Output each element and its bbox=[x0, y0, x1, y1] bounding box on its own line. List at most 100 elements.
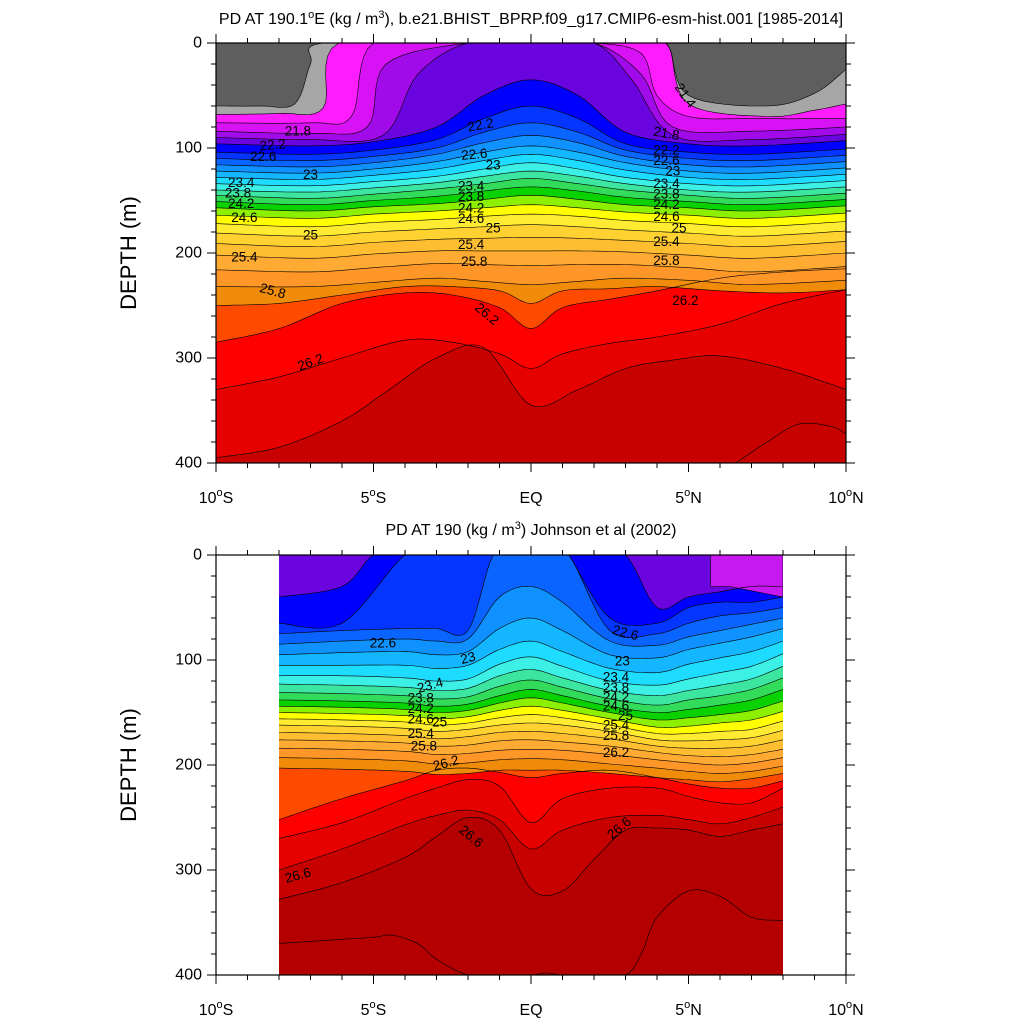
contour-label: 25.8 bbox=[603, 728, 629, 743]
contour-label: 23 bbox=[303, 167, 318, 182]
contour-label: 26.2 bbox=[431, 752, 460, 773]
contour-line-26-4 bbox=[278, 806, 784, 871]
contour-label: 21.8 bbox=[285, 124, 311, 139]
contour-label: 25.8 bbox=[653, 253, 679, 268]
contour-line-24-4 bbox=[216, 194, 846, 212]
contour-label: 24.6 bbox=[408, 711, 434, 726]
contour-label: 23 bbox=[486, 157, 501, 172]
bottom-panel-observations: 22.62323.423.824.224.62525.425.826.226.6… bbox=[116, 520, 864, 1019]
contour-label: 24.6 bbox=[653, 209, 679, 224]
x-tick-label: EQ bbox=[519, 1002, 542, 1019]
contour-line-25-6 bbox=[216, 263, 846, 273]
contour-line-23 bbox=[216, 135, 846, 168]
contour-label: 24.2 bbox=[228, 196, 254, 211]
contour-line-24 bbox=[216, 178, 846, 199]
y-tick-label: 0 bbox=[193, 35, 202, 52]
axes: 0 100 200 300 400 10oS 5oS EQ 5oN 10oN bbox=[175, 546, 864, 1019]
contour-label: 22.6 bbox=[653, 153, 679, 168]
contour-label: 22.6 bbox=[250, 149, 276, 164]
x-tick-label: 10oS bbox=[199, 999, 234, 1019]
contour-line-23-2 bbox=[216, 145, 846, 174]
contour-line-26 bbox=[216, 285, 846, 306]
contour-line-23-4 bbox=[216, 153, 846, 180]
contour-band-26-6 bbox=[735, 423, 846, 463]
contour-label: 23 bbox=[615, 654, 630, 669]
contour-label: 22.6 bbox=[611, 622, 640, 643]
contour-line-21-4 bbox=[216, 43, 846, 108]
y-tick-label: 100 bbox=[175, 140, 202, 157]
contour-line-24 bbox=[278, 689, 784, 713]
contour-label: 24.2 bbox=[653, 197, 679, 212]
contour-line-26-2 bbox=[216, 289, 846, 390]
contour-line-25-8 bbox=[278, 767, 784, 783]
contour-line-26-4 bbox=[216, 344, 846, 459]
y-tick-label: 400 bbox=[175, 967, 202, 984]
contour-line-21-6 bbox=[216, 43, 846, 117]
contour-label: 25 bbox=[303, 228, 318, 243]
contour-line-25-2 bbox=[216, 237, 846, 248]
contour-label: 24.2 bbox=[458, 200, 484, 215]
contour-line-26-6 bbox=[278, 816, 784, 900]
no-data-mask-left bbox=[216, 555, 279, 975]
contour-label: 22.6 bbox=[461, 146, 488, 163]
contour-label: 23.4 bbox=[458, 178, 485, 193]
contour-line-24-8 bbox=[278, 722, 784, 742]
contour-line-23-8 bbox=[278, 677, 784, 706]
contour-label: 25.4 bbox=[231, 250, 258, 265]
contour-label: 25 bbox=[486, 220, 501, 235]
x-tick-label: EQ bbox=[519, 490, 542, 507]
contour-line-25-6 bbox=[278, 757, 784, 774]
contour-line-23-8 bbox=[216, 170, 846, 193]
contour-line-24-2 bbox=[216, 186, 846, 206]
y-tick-label: 300 bbox=[175, 862, 202, 879]
chart-title: PD AT 190.1oE (kg / m3), b.e21.BHIST_BPR… bbox=[219, 9, 843, 28]
contour-label: 25.8 bbox=[461, 254, 487, 269]
contour-label: 23 bbox=[665, 164, 680, 179]
contour-label: 22.2 bbox=[466, 115, 494, 134]
contour-line-22-4 bbox=[278, 555, 784, 629]
y-tick-label: 100 bbox=[175, 652, 202, 669]
y-tick-label: 200 bbox=[175, 757, 202, 774]
top-panel-model: 21.421.822.222.62323.423.824.224.62525.4… bbox=[116, 9, 864, 507]
contour-label: 23.8 bbox=[653, 187, 679, 202]
chart-title: PD AT 190 (kg / m3) Johnson et al (2002) bbox=[385, 520, 676, 539]
y-axis-label: DEPTH (m) bbox=[116, 196, 141, 310]
contour-label: 23.8 bbox=[603, 680, 629, 695]
x-tick-label: 5oN bbox=[675, 999, 702, 1019]
contour-label: 23.8 bbox=[458, 189, 484, 204]
contour-label: 25.4 bbox=[458, 237, 485, 252]
contour-line-22-4 bbox=[216, 79, 846, 147]
contour-label: 23.4 bbox=[653, 176, 680, 191]
contour-label: 25 bbox=[618, 708, 633, 723]
x-tick-label: 5oS bbox=[361, 999, 387, 1019]
y-tick-label: 200 bbox=[175, 245, 202, 262]
contour-line-25 bbox=[279, 731, 784, 749]
contour-label: 24.6 bbox=[603, 699, 629, 714]
contour-label: 24.2 bbox=[408, 701, 434, 716]
contour-label: 25.4 bbox=[653, 234, 680, 249]
contour-labels: 22.62323.423.824.224.62525.425.826.226.6… bbox=[283, 622, 640, 886]
y-axis-label: DEPTH (m) bbox=[116, 708, 141, 822]
no-data-mask-right bbox=[783, 555, 846, 975]
contour-line-26 bbox=[278, 767, 784, 820]
contour-line-24-4 bbox=[278, 705, 784, 729]
contour-label: 23.4 bbox=[416, 674, 446, 695]
contour-label: 23.8 bbox=[408, 690, 434, 705]
contour-line-23-2 bbox=[279, 640, 784, 674]
axes: 0 100 200 300 400 10oS 5oS EQ 5oN 10oN bbox=[175, 34, 864, 507]
contour-label: 22.2 bbox=[653, 143, 679, 158]
contour-label: 24.6 bbox=[231, 210, 257, 225]
contour-label: 22.2 bbox=[259, 136, 286, 153]
x-tick-label: 10oN bbox=[828, 999, 863, 1019]
contour-line-21-8 bbox=[216, 43, 846, 125]
contour-line-22 bbox=[216, 43, 846, 135]
contour-line-25-4 bbox=[216, 250, 846, 259]
contour-line-22-8 bbox=[216, 122, 846, 161]
contour-line-25-4 bbox=[278, 747, 784, 766]
contour-line-23-6 bbox=[216, 162, 846, 187]
contour-line-24-6 bbox=[278, 714, 784, 735]
contour-line-22-8 bbox=[278, 585, 784, 647]
contour-label: 26.2 bbox=[672, 293, 698, 308]
